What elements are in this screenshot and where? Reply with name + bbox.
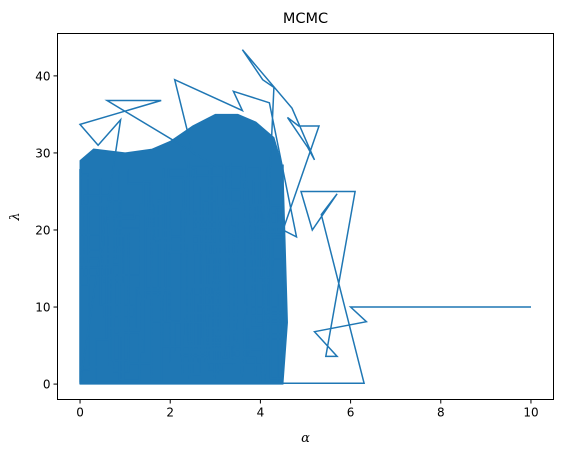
y-tick-label: 40 [35,69,50,83]
y-tick-label: 10 [35,301,50,315]
dense-trace-region [79,113,288,385]
y-axis-ticks: 0 10 20 30 40 [35,69,58,392]
y-tick-label: 20 [35,223,50,237]
y-tick-label: 30 [35,146,50,160]
plot-frame [57,33,554,400]
series-line [78,49,531,385]
x-tick-label: 8 [437,406,445,420]
chart-title: MCMC [283,11,328,27]
y-tick-label: 0 [43,378,51,392]
y-axis-label: λ [8,212,23,221]
x-tick-label: 10 [523,406,538,420]
x-tick-label: 6 [347,406,355,420]
dense-trace-path [79,160,284,383]
x-tick-label: 0 [76,406,84,420]
x-axis-label: α [301,431,310,446]
x-axis-ticks: 0 2 4 6 8 10 [76,399,539,420]
x-tick-label: 2 [166,406,174,420]
x-tick-label: 4 [257,406,265,420]
series-layer [78,49,531,385]
